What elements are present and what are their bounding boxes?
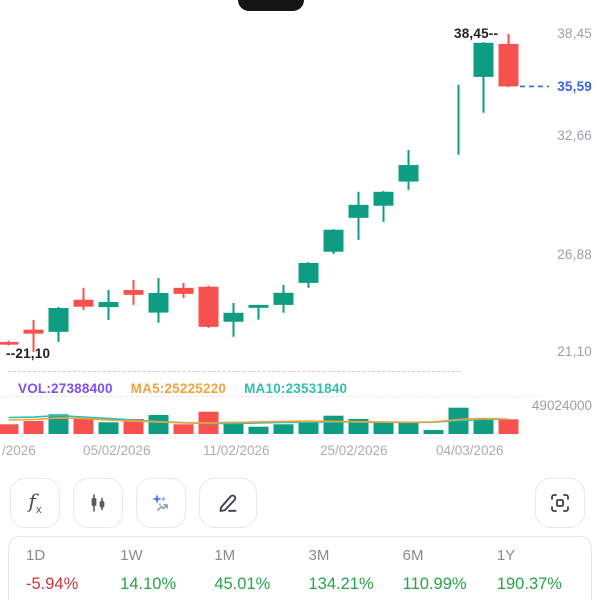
candlestick-chart-area[interactable]: 38,45 35,59 32,66 26,88 21,10 38,45-- --… <box>0 0 600 462</box>
price-axis-label: 26,88 <box>557 247 592 262</box>
tab-3m-label: 3M <box>308 547 330 564</box>
date-axis-label: 05/02/2026 <box>83 443 151 458</box>
candlestick-volume-plot[interactable] <box>0 0 600 462</box>
volume-axis-max-label: 49024000 <box>531 398 592 413</box>
date-axis-label: 25/02/2026 <box>320 443 388 458</box>
drawing-tools-button[interactable] <box>199 478 257 528</box>
phone-notch <box>238 0 304 11</box>
ma10-value: MA10:23531840 <box>244 381 348 396</box>
current-price-axis-label: 35,59 <box>557 79 592 94</box>
volume-pane-top-line <box>0 396 540 397</box>
tab-1w-label: 1W <box>120 547 143 564</box>
low-price-marker: --21,10 <box>6 346 51 361</box>
tab-1m-value: 45.01% <box>214 575 271 593</box>
tab-1d-label: 1D <box>26 547 46 564</box>
tab-1y-label: 1Y <box>496 547 516 564</box>
tab-1d-value: -5.94% <box>26 575 79 593</box>
tab-6m-label: 6M <box>402 547 424 564</box>
tab-1y[interactable]: 1Y <box>497 547 591 575</box>
tab-1y-change[interactable]: 190.37% <box>497 575 591 600</box>
chart-toolbar: fx <box>0 478 600 528</box>
vol-value: VOL:27388400 <box>18 381 113 396</box>
pane-separator-line <box>8 371 460 372</box>
tab-3m-value: 134.21% <box>308 575 374 593</box>
tab-1w-value: 14.10% <box>120 575 177 593</box>
fullscreen-icon <box>551 494 569 512</box>
price-axis-label: 32,66 <box>557 128 592 143</box>
tab-1d-change[interactable]: -5.94% <box>26 575 120 600</box>
period-performance-card: 1D 1W 1M 3M 6M 1Y -5.94% 14.10% 45.01% 1… <box>8 536 592 600</box>
tab-1w[interactable]: 1W <box>120 547 214 575</box>
ma5-value: MA5:25225220 <box>130 381 227 396</box>
candlestick-icon <box>91 494 105 512</box>
chart-style-button[interactable] <box>73 478 123 528</box>
tab-6m-change[interactable]: 110.99% <box>403 575 497 600</box>
tab-1d[interactable]: 1D <box>26 547 120 575</box>
tab-3m[interactable]: 3M <box>308 547 402 575</box>
tab-1m-label: 1M <box>214 547 236 564</box>
tab-1m-change[interactable]: 45.01% <box>214 575 308 600</box>
pencil-icon <box>219 494 237 512</box>
date-axis-label: 04/03/2026 <box>436 443 504 458</box>
ai-analysis-button[interactable] <box>136 478 186 528</box>
fullscreen-button[interactable] <box>535 478 585 528</box>
date-axis-label: /2026 <box>2 443 36 458</box>
tab-6m-value: 110.99% <box>402 575 467 593</box>
price-axis-label: 38,45 <box>557 26 592 41</box>
price-axis-label: 21,10 <box>557 344 592 359</box>
volume-indicator-row: VOL:27388400 MA5:25225220 MA10:23531840 <box>18 381 361 396</box>
high-price-marker: 38,45-- <box>454 26 499 41</box>
tab-6m[interactable]: 6M <box>403 547 497 575</box>
tab-1w-change[interactable]: 14.10% <box>120 575 214 600</box>
tab-1m[interactable]: 1M <box>214 547 308 575</box>
indicators-button[interactable]: fx <box>10 478 60 528</box>
date-axis-label: 11/02/2026 <box>203 443 270 458</box>
tab-1y-value: 190.37% <box>496 575 562 593</box>
sparkle-icon <box>152 494 169 511</box>
tab-3m-change[interactable]: 134.21% <box>308 575 402 600</box>
fx-icon: fx <box>28 488 42 516</box>
